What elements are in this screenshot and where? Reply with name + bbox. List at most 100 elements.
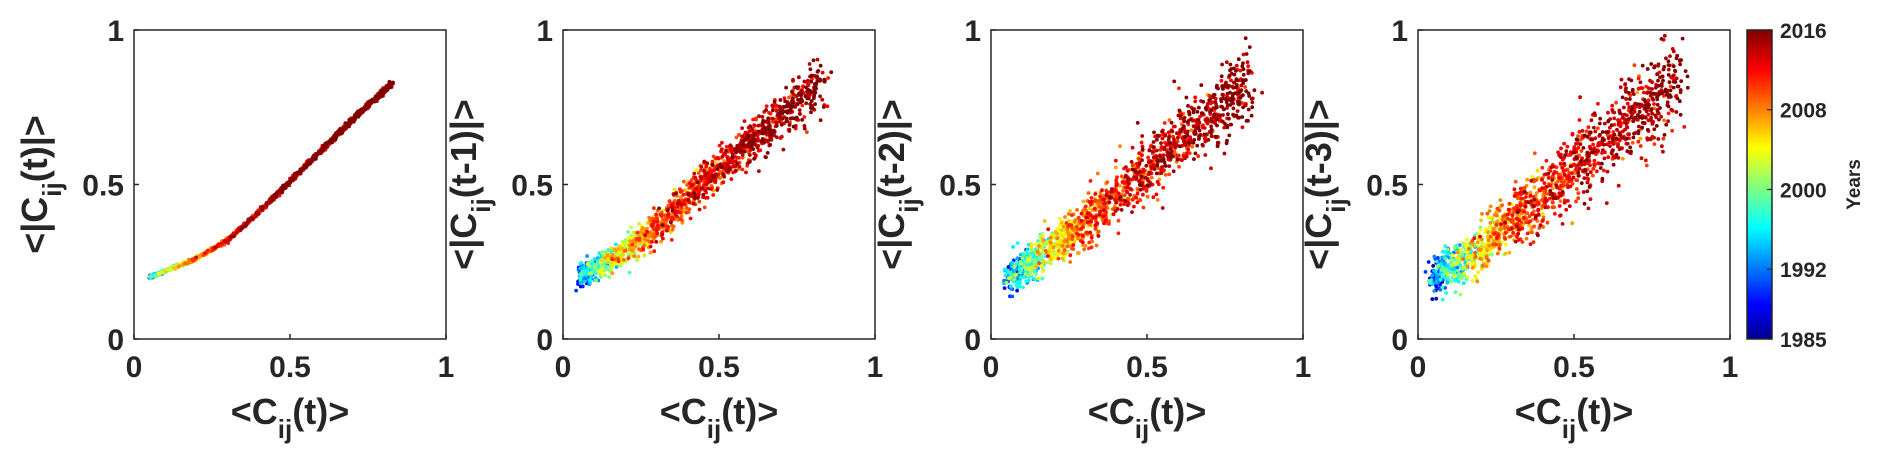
data-point (1237, 102, 1242, 107)
data-point (1430, 297, 1435, 301)
data-point (1455, 245, 1460, 250)
data-point (341, 125, 346, 130)
data-point (1575, 187, 1579, 191)
data-point (648, 250, 653, 255)
data-point (1012, 273, 1017, 278)
data-point (1455, 265, 1460, 270)
data-point (1244, 52, 1249, 56)
data-point (1494, 210, 1499, 215)
data-point (1114, 194, 1118, 199)
data-point (1246, 107, 1251, 112)
data-point (1119, 174, 1124, 179)
data-point (703, 188, 707, 193)
data-point (600, 271, 605, 276)
data-point (702, 159, 707, 164)
data-point (1156, 158, 1160, 163)
data-point (1203, 136, 1207, 141)
y-tick-label: 1 (107, 15, 124, 48)
data-point (296, 170, 301, 175)
data-point (1065, 244, 1070, 249)
data-point (693, 196, 697, 201)
data-point (1469, 256, 1473, 260)
data-point (1434, 296, 1439, 301)
data-point (1143, 176, 1148, 180)
data-point (1090, 239, 1094, 244)
data-point (737, 132, 741, 137)
data-point (1061, 251, 1065, 256)
data-point (244, 221, 249, 226)
data-point (598, 261, 603, 265)
data-point (1089, 235, 1094, 240)
data-point (760, 131, 765, 136)
data-point (1556, 172, 1561, 177)
data-point (697, 199, 702, 204)
data-point (607, 275, 612, 279)
data-point (1240, 125, 1245, 130)
data-point (610, 266, 615, 270)
data-point (1037, 261, 1041, 265)
data-point (1236, 57, 1241, 62)
data-point (751, 147, 756, 152)
data-point (1130, 210, 1134, 215)
data-point (1206, 138, 1211, 142)
data-point (1032, 261, 1037, 266)
data-point (764, 104, 769, 109)
data-point (1449, 279, 1453, 284)
data-point (602, 268, 607, 273)
data-point (1148, 171, 1152, 176)
data-point (654, 228, 659, 233)
data-point (1228, 62, 1233, 67)
data-point (1029, 242, 1034, 246)
data-point (1189, 128, 1194, 133)
data-point (1160, 165, 1164, 169)
data-point (1065, 239, 1070, 244)
data-point (1485, 248, 1489, 253)
data-point (1523, 220, 1528, 225)
data-point (1227, 133, 1232, 138)
data-point (609, 246, 613, 250)
x-tick-label: 1 (867, 351, 884, 384)
data-point (1168, 154, 1173, 159)
data-point (741, 142, 746, 147)
data-point (678, 210, 683, 215)
data-point (1070, 226, 1074, 231)
data-point (802, 126, 807, 131)
data-point (731, 159, 736, 164)
data-point (1102, 208, 1106, 213)
data-point (340, 129, 345, 133)
data-point (1199, 83, 1204, 87)
data-point (1183, 156, 1187, 161)
data-point (708, 179, 713, 184)
data-point (1112, 205, 1117, 210)
data-point (650, 222, 655, 227)
data-point (1067, 223, 1072, 227)
data-point (1081, 199, 1086, 204)
data-point (1035, 249, 1040, 254)
data-point (1431, 264, 1436, 268)
data-point (1215, 140, 1220, 145)
data-point (1088, 200, 1093, 205)
data-point (1567, 170, 1571, 175)
data-point (655, 231, 660, 236)
data-point (712, 168, 716, 173)
data-point (1152, 158, 1156, 163)
data-point (740, 126, 744, 130)
data-point (1070, 234, 1075, 239)
data-point (1220, 84, 1225, 88)
data-point (778, 98, 783, 102)
data-point (1063, 215, 1067, 219)
data-point (1224, 141, 1229, 146)
data-point (716, 156, 721, 161)
data-point (1169, 151, 1173, 156)
data-point (692, 191, 697, 196)
data-point (1138, 198, 1143, 203)
data-point (678, 189, 683, 194)
data-point (1054, 243, 1059, 247)
data-point (694, 186, 699, 191)
data-point (1026, 259, 1030, 263)
data-point (1435, 276, 1440, 281)
data-point (353, 115, 358, 120)
data-point (726, 157, 730, 162)
data-point (592, 263, 597, 267)
data-point (774, 123, 779, 128)
